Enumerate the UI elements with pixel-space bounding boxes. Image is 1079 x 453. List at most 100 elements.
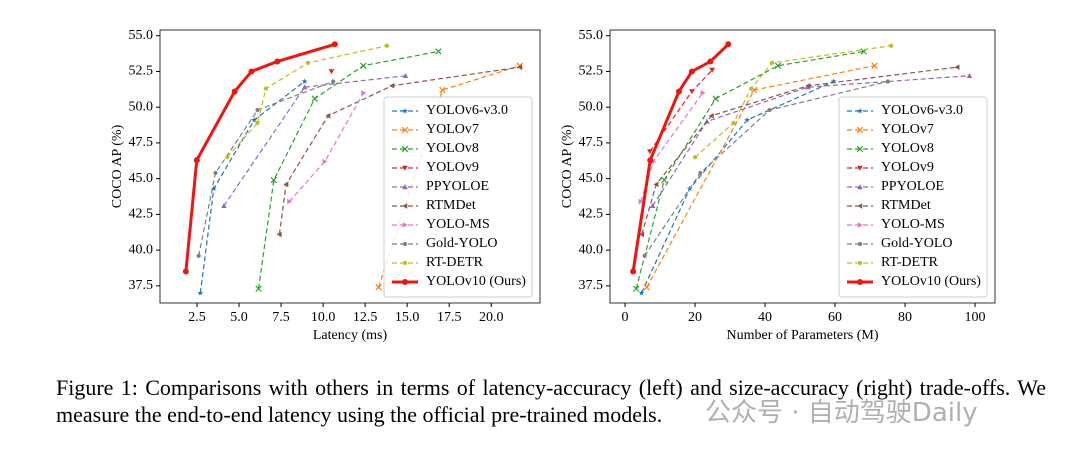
- legend-marker: [402, 165, 408, 171]
- marker: [643, 284, 650, 291]
- x-tick-label: 12.5: [353, 310, 378, 325]
- marker: [231, 88, 238, 95]
- legend-box: [383, 96, 533, 298]
- legend-label: RTMDet: [881, 198, 931, 213]
- marker: [196, 253, 201, 258]
- y-tick-label: 47.5: [129, 135, 154, 150]
- series-line: [652, 75, 970, 207]
- marker: [328, 69, 335, 75]
- legend-label: YOLO-MS: [881, 217, 945, 232]
- y-tick-label: 37.5: [579, 278, 604, 293]
- marker: [255, 120, 260, 126]
- marker: [331, 41, 338, 48]
- legend-label: RT-DETR: [881, 255, 939, 270]
- legend-marker: [857, 241, 863, 247]
- marker: [675, 88, 682, 95]
- legend-label: YOLOv10 (Ours): [426, 274, 526, 289]
- marker: [361, 90, 367, 96]
- marker: [210, 185, 217, 192]
- marker: [639, 231, 645, 238]
- marker: [642, 253, 647, 258]
- marker: [830, 78, 837, 84]
- series-line: [184, 42, 336, 272]
- y-axis-label: COCO AP (%): [560, 124, 575, 208]
- legend-marker: [857, 279, 863, 285]
- y-axis-label: COCO AP (%): [110, 124, 125, 208]
- legend-label: RTMDet: [426, 198, 476, 213]
- marker: [774, 62, 782, 69]
- y-tick-label: 37.5: [129, 278, 154, 293]
- x-tick-label: 20: [688, 310, 702, 325]
- watermark: 公众号 · 自动驾驶Daily: [705, 398, 978, 428]
- marker: [435, 48, 442, 55]
- marker: [871, 62, 878, 69]
- marker: [805, 82, 811, 89]
- x-tick-label: 7.5: [272, 310, 290, 325]
- figure: 37.5 40.0 42.5 45.0 47.5 50.0 52.5 55.0 2.5 5.0 7.…: [110, 28, 996, 343]
- series-line: [640, 80, 834, 294]
- x-tick-label: 2.5: [188, 310, 206, 325]
- marker: [402, 72, 409, 78]
- marker: [725, 41, 732, 48]
- legend-label: YOLOv8: [881, 141, 934, 156]
- marker: [182, 268, 189, 275]
- legend-label: YOLOv10 (Ours): [881, 274, 981, 289]
- y-tick-label: 45.0: [129, 171, 154, 186]
- marker: [712, 95, 719, 102]
- marker: [700, 90, 706, 96]
- y-tick-label: 50.0: [129, 99, 154, 114]
- marker: [287, 198, 293, 205]
- marker: [517, 64, 523, 70]
- legend-label: Gold-YOLO: [881, 236, 953, 251]
- marker: [255, 285, 262, 292]
- marker: [225, 155, 230, 160]
- y-tick-label: 42.5: [129, 207, 154, 222]
- legend-marker: [857, 222, 863, 228]
- marker: [301, 78, 308, 84]
- x-tick-label: 100: [965, 310, 986, 325]
- marker: [966, 72, 973, 78]
- y-tick-label: 50.0: [579, 99, 604, 114]
- x-tick-label: 5.0: [230, 310, 248, 325]
- marker: [885, 79, 891, 84]
- marker: [274, 58, 281, 65]
- legend-label: YOLOv8: [426, 141, 479, 156]
- marker: [389, 82, 395, 89]
- marker: [630, 268, 637, 275]
- marker: [731, 120, 736, 126]
- marker: [698, 170, 703, 176]
- x-tick-label: 15.0: [395, 310, 420, 325]
- series-line: [199, 80, 305, 294]
- marker: [748, 86, 754, 91]
- legend-box: [838, 96, 988, 298]
- marker: [221, 203, 227, 209]
- legend-label: YOLOv7: [426, 122, 479, 137]
- marker: [311, 95, 318, 102]
- legend-label: PPYOLOE: [881, 179, 944, 194]
- marker: [213, 170, 218, 176]
- legend-label: YOLOv9: [426, 160, 479, 175]
- series-line: [289, 92, 364, 202]
- x-tick-label: 17.5: [437, 310, 462, 325]
- legend-label: PPYOLOE: [426, 179, 489, 194]
- x-tick-label: 20.0: [479, 310, 504, 325]
- marker: [283, 181, 289, 188]
- legend-marker: [402, 260, 408, 266]
- marker: [661, 176, 668, 184]
- marker: [248, 68, 255, 75]
- legend-marker: [402, 222, 408, 228]
- marker: [325, 112, 331, 119]
- marker: [270, 176, 278, 184]
- marker: [384, 43, 390, 48]
- marker: [360, 62, 367, 69]
- legend-marker: [856, 145, 864, 153]
- y-tick-label: 52.5: [129, 64, 154, 79]
- marker: [375, 284, 382, 291]
- marker: [439, 86, 446, 94]
- series-line: [223, 75, 406, 207]
- y-tick-label: 40.0: [129, 242, 154, 257]
- y-tick-label: 47.5: [579, 135, 604, 150]
- plot-frame: [159, 29, 541, 304]
- marker: [767, 107, 772, 113]
- series-line: [631, 43, 730, 272]
